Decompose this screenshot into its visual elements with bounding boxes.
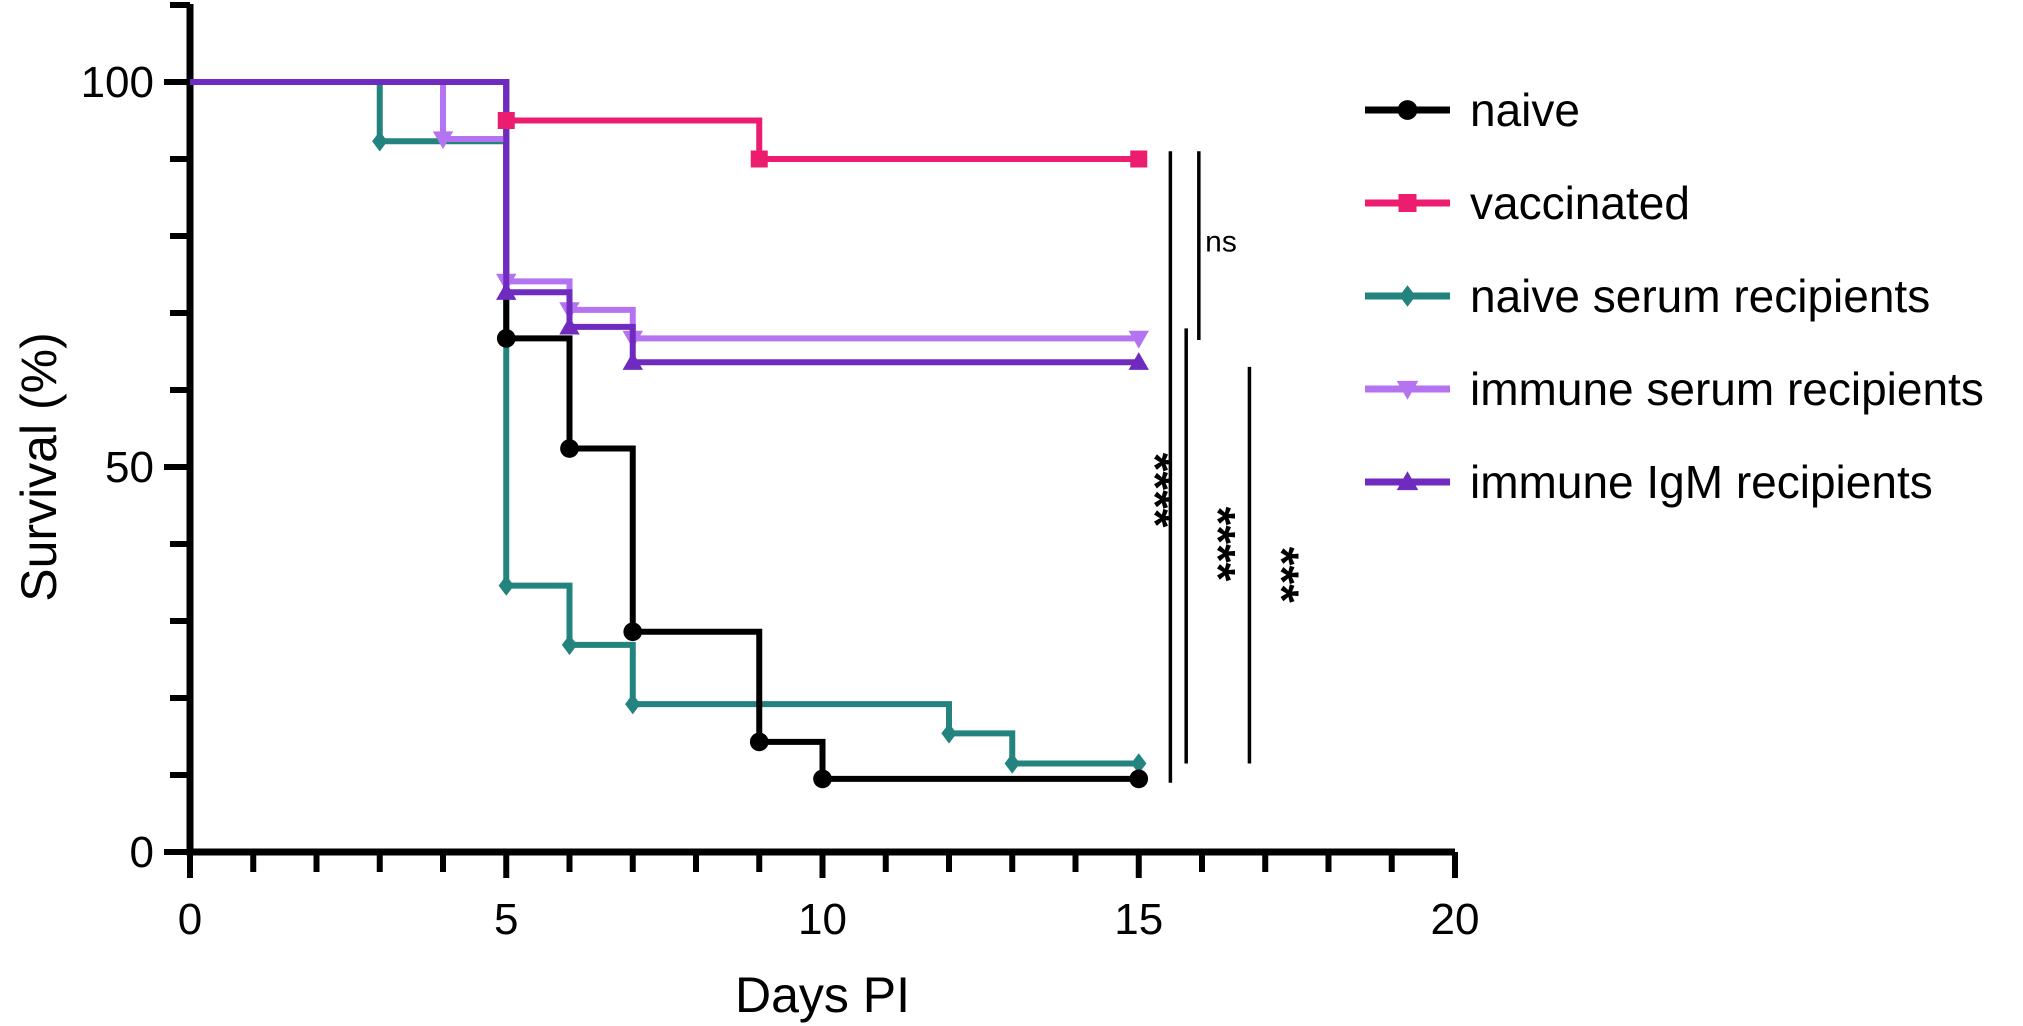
y-tick-label: 100 (81, 58, 154, 107)
data-point (561, 634, 578, 656)
data-point (1129, 769, 1149, 789)
data-point (496, 282, 517, 300)
y-tick-label: 50 (105, 443, 154, 492)
legend-label: naive (1470, 84, 1580, 136)
x-tick-label: 10 (798, 895, 847, 944)
significance-label: **** (1191, 507, 1244, 582)
legend-item: immune serum recipients (1365, 363, 1984, 415)
data-point (941, 723, 957, 744)
data-point (498, 575, 514, 596)
significance-label: ns (1205, 225, 1237, 258)
x-tick-label: 20 (1431, 895, 1480, 944)
axes: 0 5 10 15 20 0 50 100 Days PI Survival (%) (11, 2, 1480, 1023)
data-point (496, 329, 516, 348)
data-point (559, 316, 580, 335)
legend-marker (1396, 380, 1419, 400)
legend-marker (1397, 100, 1418, 120)
data-point (1128, 352, 1149, 370)
significance-label: **** (1128, 453, 1181, 528)
data-point (1131, 753, 1147, 774)
y-axis-title: Survival (%) (11, 332, 67, 601)
data-point (813, 769, 832, 789)
data-point (750, 150, 768, 168)
significance-label: *** (1254, 547, 1307, 603)
legend-item: immune IgM recipients (1365, 456, 1933, 508)
data-point (1128, 330, 1149, 349)
data-point (623, 622, 643, 642)
data-point (432, 131, 454, 150)
x-tick-label: 0 (178, 895, 202, 944)
legend-item: vaccinated (1365, 177, 1690, 229)
data-point (625, 693, 641, 715)
data-point (1004, 753, 1020, 774)
legend: naive vaccinated naive serum recipients imm… (1365, 84, 1984, 508)
significance-annotations: ****ns**** *** (1128, 151, 1307, 783)
y-tick-label: 0 (130, 828, 154, 877)
x-tick-label: 15 (1114, 895, 1163, 944)
legend-item: naive serum recipients (1365, 270, 1930, 322)
series-line (190, 79, 1139, 366)
data-point (497, 112, 515, 129)
x-axis-title: Days PI (735, 967, 910, 1023)
legend-marker (1399, 285, 1416, 307)
x-tick-label: 5 (494, 895, 518, 944)
series-line (190, 79, 1139, 782)
series-group (190, 79, 1149, 789)
legend-marker (1396, 471, 1419, 491)
legend-label: naive serum recipients (1470, 270, 1930, 322)
legend-label: immune serum recipients (1470, 363, 1984, 415)
data-point (749, 732, 769, 752)
series-line (190, 79, 1139, 767)
data-point (560, 439, 579, 458)
legend-label: immune IgM recipients (1470, 456, 1933, 508)
data-point (372, 131, 388, 152)
legend-label: vaccinated (1470, 177, 1690, 229)
data-point (622, 352, 643, 370)
data-point (1130, 150, 1148, 168)
legend-item: naive (1365, 84, 1580, 136)
series-line (506, 117, 1139, 162)
legend-marker (1398, 194, 1417, 212)
